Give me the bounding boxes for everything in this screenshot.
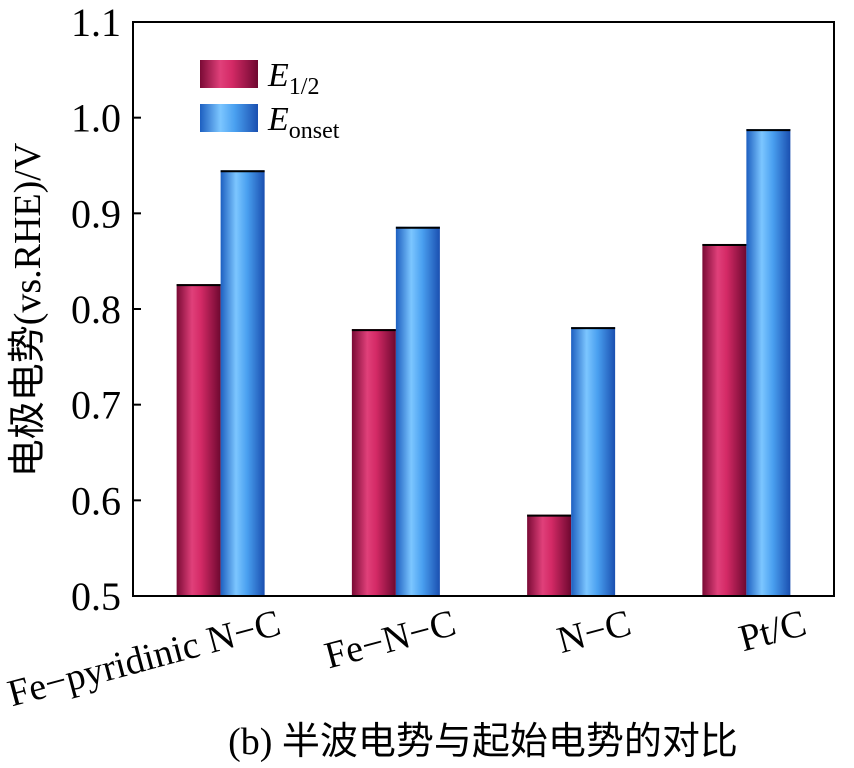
bar-series-1-cat-0 xyxy=(220,170,265,597)
y-tick-label: 0.7 xyxy=(71,383,121,428)
x-tick-label: Fe−N−C xyxy=(320,602,460,677)
bar-series-0-cat-1 xyxy=(351,329,396,596)
y-tick-label: 0.8 xyxy=(71,287,121,332)
y-tick-label: 1.1 xyxy=(71,0,121,45)
bar-series-0-cat-2 xyxy=(527,514,572,596)
y-tick-label: 0.9 xyxy=(71,191,121,236)
x-axis: Fe−pyridinic N−C Fe−N−C N−C Pt/C xyxy=(3,602,810,715)
bar-series-1-cat-2 xyxy=(571,327,616,596)
legend-label-e-onset: Eonset xyxy=(267,101,340,144)
legend-swatch-e-onset xyxy=(200,104,258,132)
bar-series-0-cat-0 xyxy=(176,284,221,596)
y-tick-label: 0.6 xyxy=(71,478,121,523)
x-tick-label: N−C xyxy=(553,602,636,662)
legend: E1/2 Eonset xyxy=(200,57,340,144)
legend-swatch-e-half xyxy=(200,60,258,88)
y-axis-title: 电极电势(vs.RHE)/V xyxy=(7,142,49,477)
y-axis: 0.5 0.6 0.7 0.8 0.9 1.0 1.1 xyxy=(71,0,141,619)
bar-series-1-cat-3 xyxy=(746,129,791,596)
bar-series-1-cat-1 xyxy=(395,226,440,596)
legend-label-e-half: E1/2 xyxy=(267,57,319,100)
x-tick-label: Pt/C xyxy=(735,602,811,660)
x-tick-label: Fe−pyridinic N−C xyxy=(3,602,285,715)
y-tick-label: 1.0 xyxy=(71,96,121,141)
bar-series-0-cat-3 xyxy=(702,243,747,597)
y-tick-label: 0.5 xyxy=(71,574,121,619)
bars-group xyxy=(176,129,791,597)
figure-caption: (b) 半波电势与起始电势的对比 xyxy=(228,721,738,763)
